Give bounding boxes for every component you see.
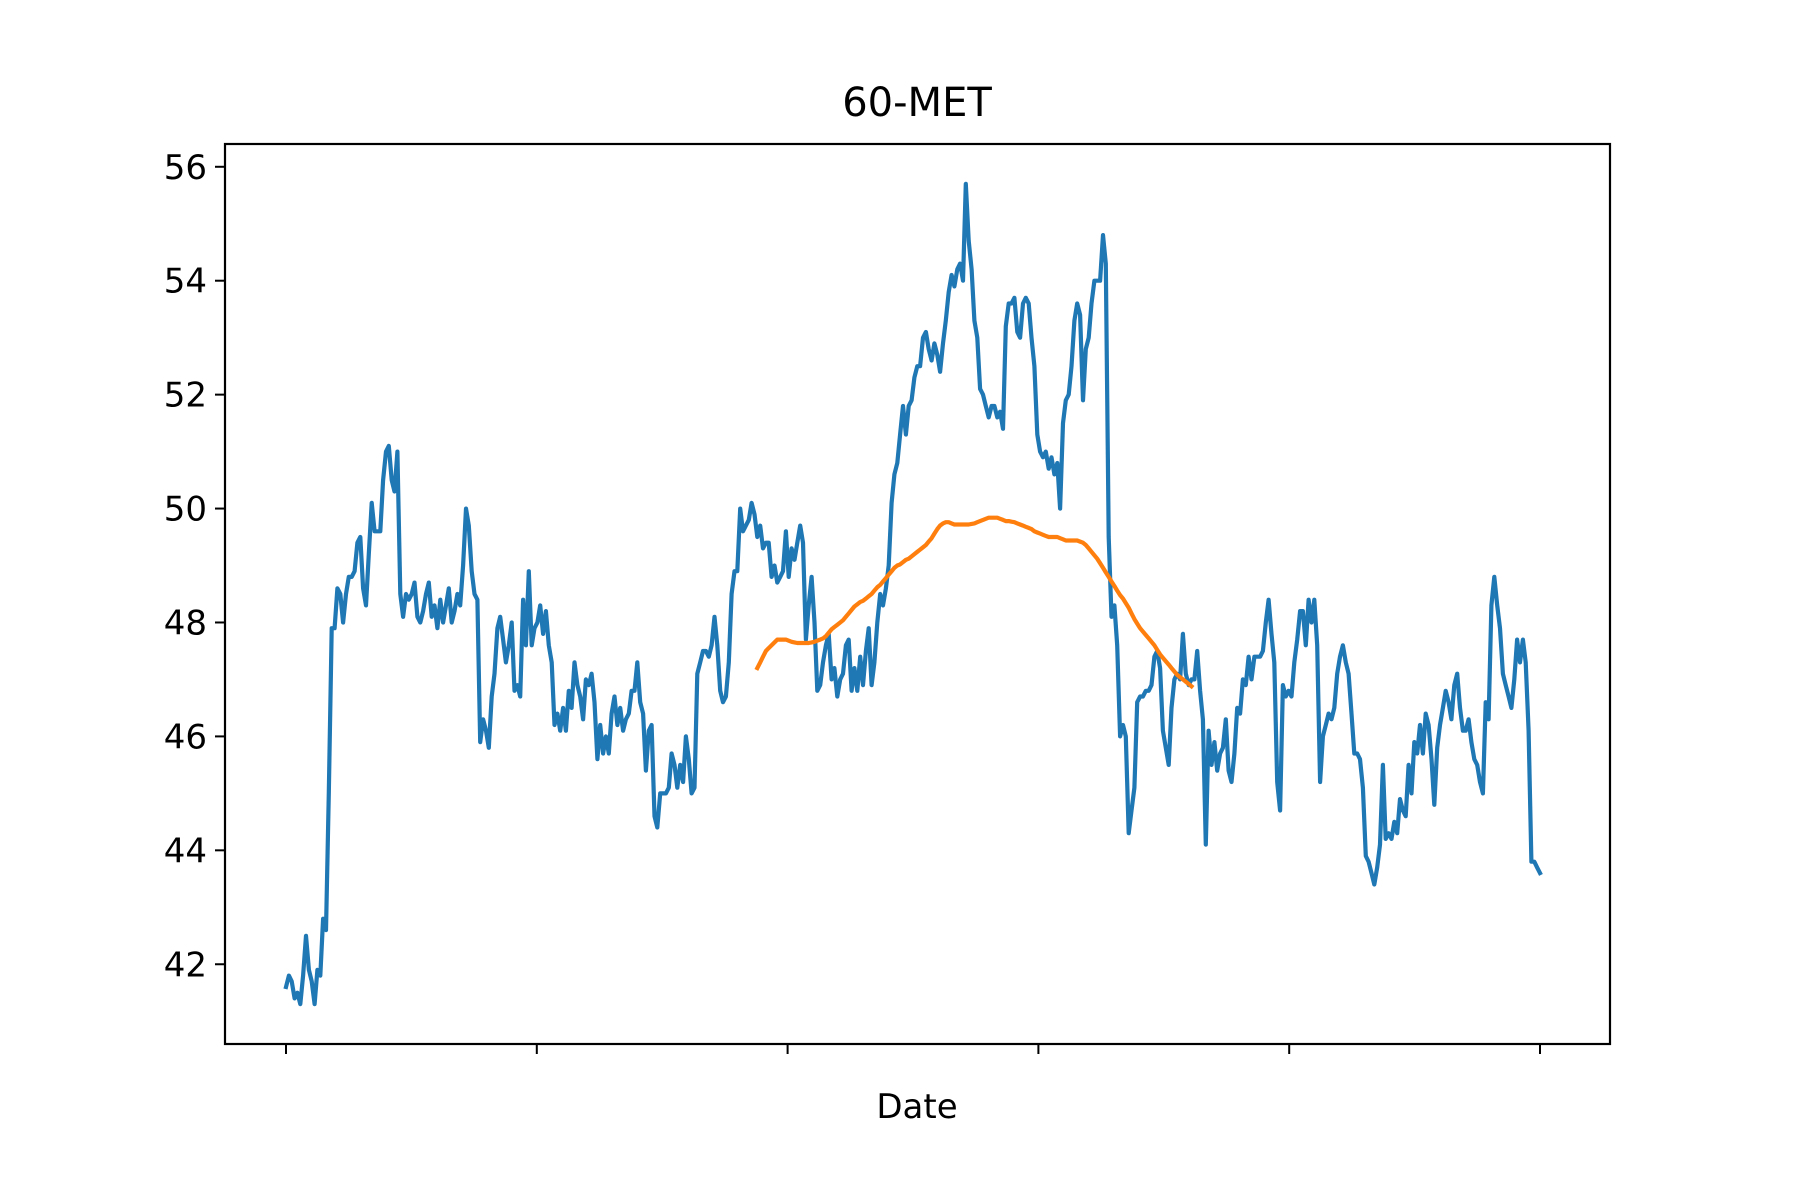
y-tick-label: 52 [164, 376, 207, 416]
x-axis-label: Date [876, 1087, 957, 1127]
y-tick-label: 42 [164, 945, 207, 985]
y-tick-label: 56 [164, 148, 207, 188]
x-axis [285, 1044, 1541, 1054]
y-tick-label: 48 [164, 603, 207, 643]
y-tick-label: 46 [164, 717, 207, 757]
series-line-2 [754, 515, 1195, 690]
plot-content [283, 181, 1543, 1007]
plot-frame [223, 142, 1612, 1046]
y-tick-label: 50 [164, 490, 207, 530]
chart-title: 60-MET [842, 80, 992, 126]
y-axis: 42 44 46 48 50 52 54 56 [164, 148, 225, 985]
y-tick-label: 44 [164, 831, 207, 871]
y-tick-label: 54 [164, 262, 207, 302]
series-line-1 [283, 181, 1543, 1007]
